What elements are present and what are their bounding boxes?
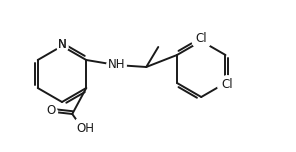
Text: O: O — [47, 105, 56, 117]
Text: N: N — [58, 38, 66, 52]
Text: OH: OH — [76, 121, 94, 135]
Text: NH: NH — [107, 57, 125, 71]
Text: Cl: Cl — [195, 31, 207, 45]
Text: Cl: Cl — [222, 78, 233, 92]
Text: N: N — [58, 38, 66, 52]
